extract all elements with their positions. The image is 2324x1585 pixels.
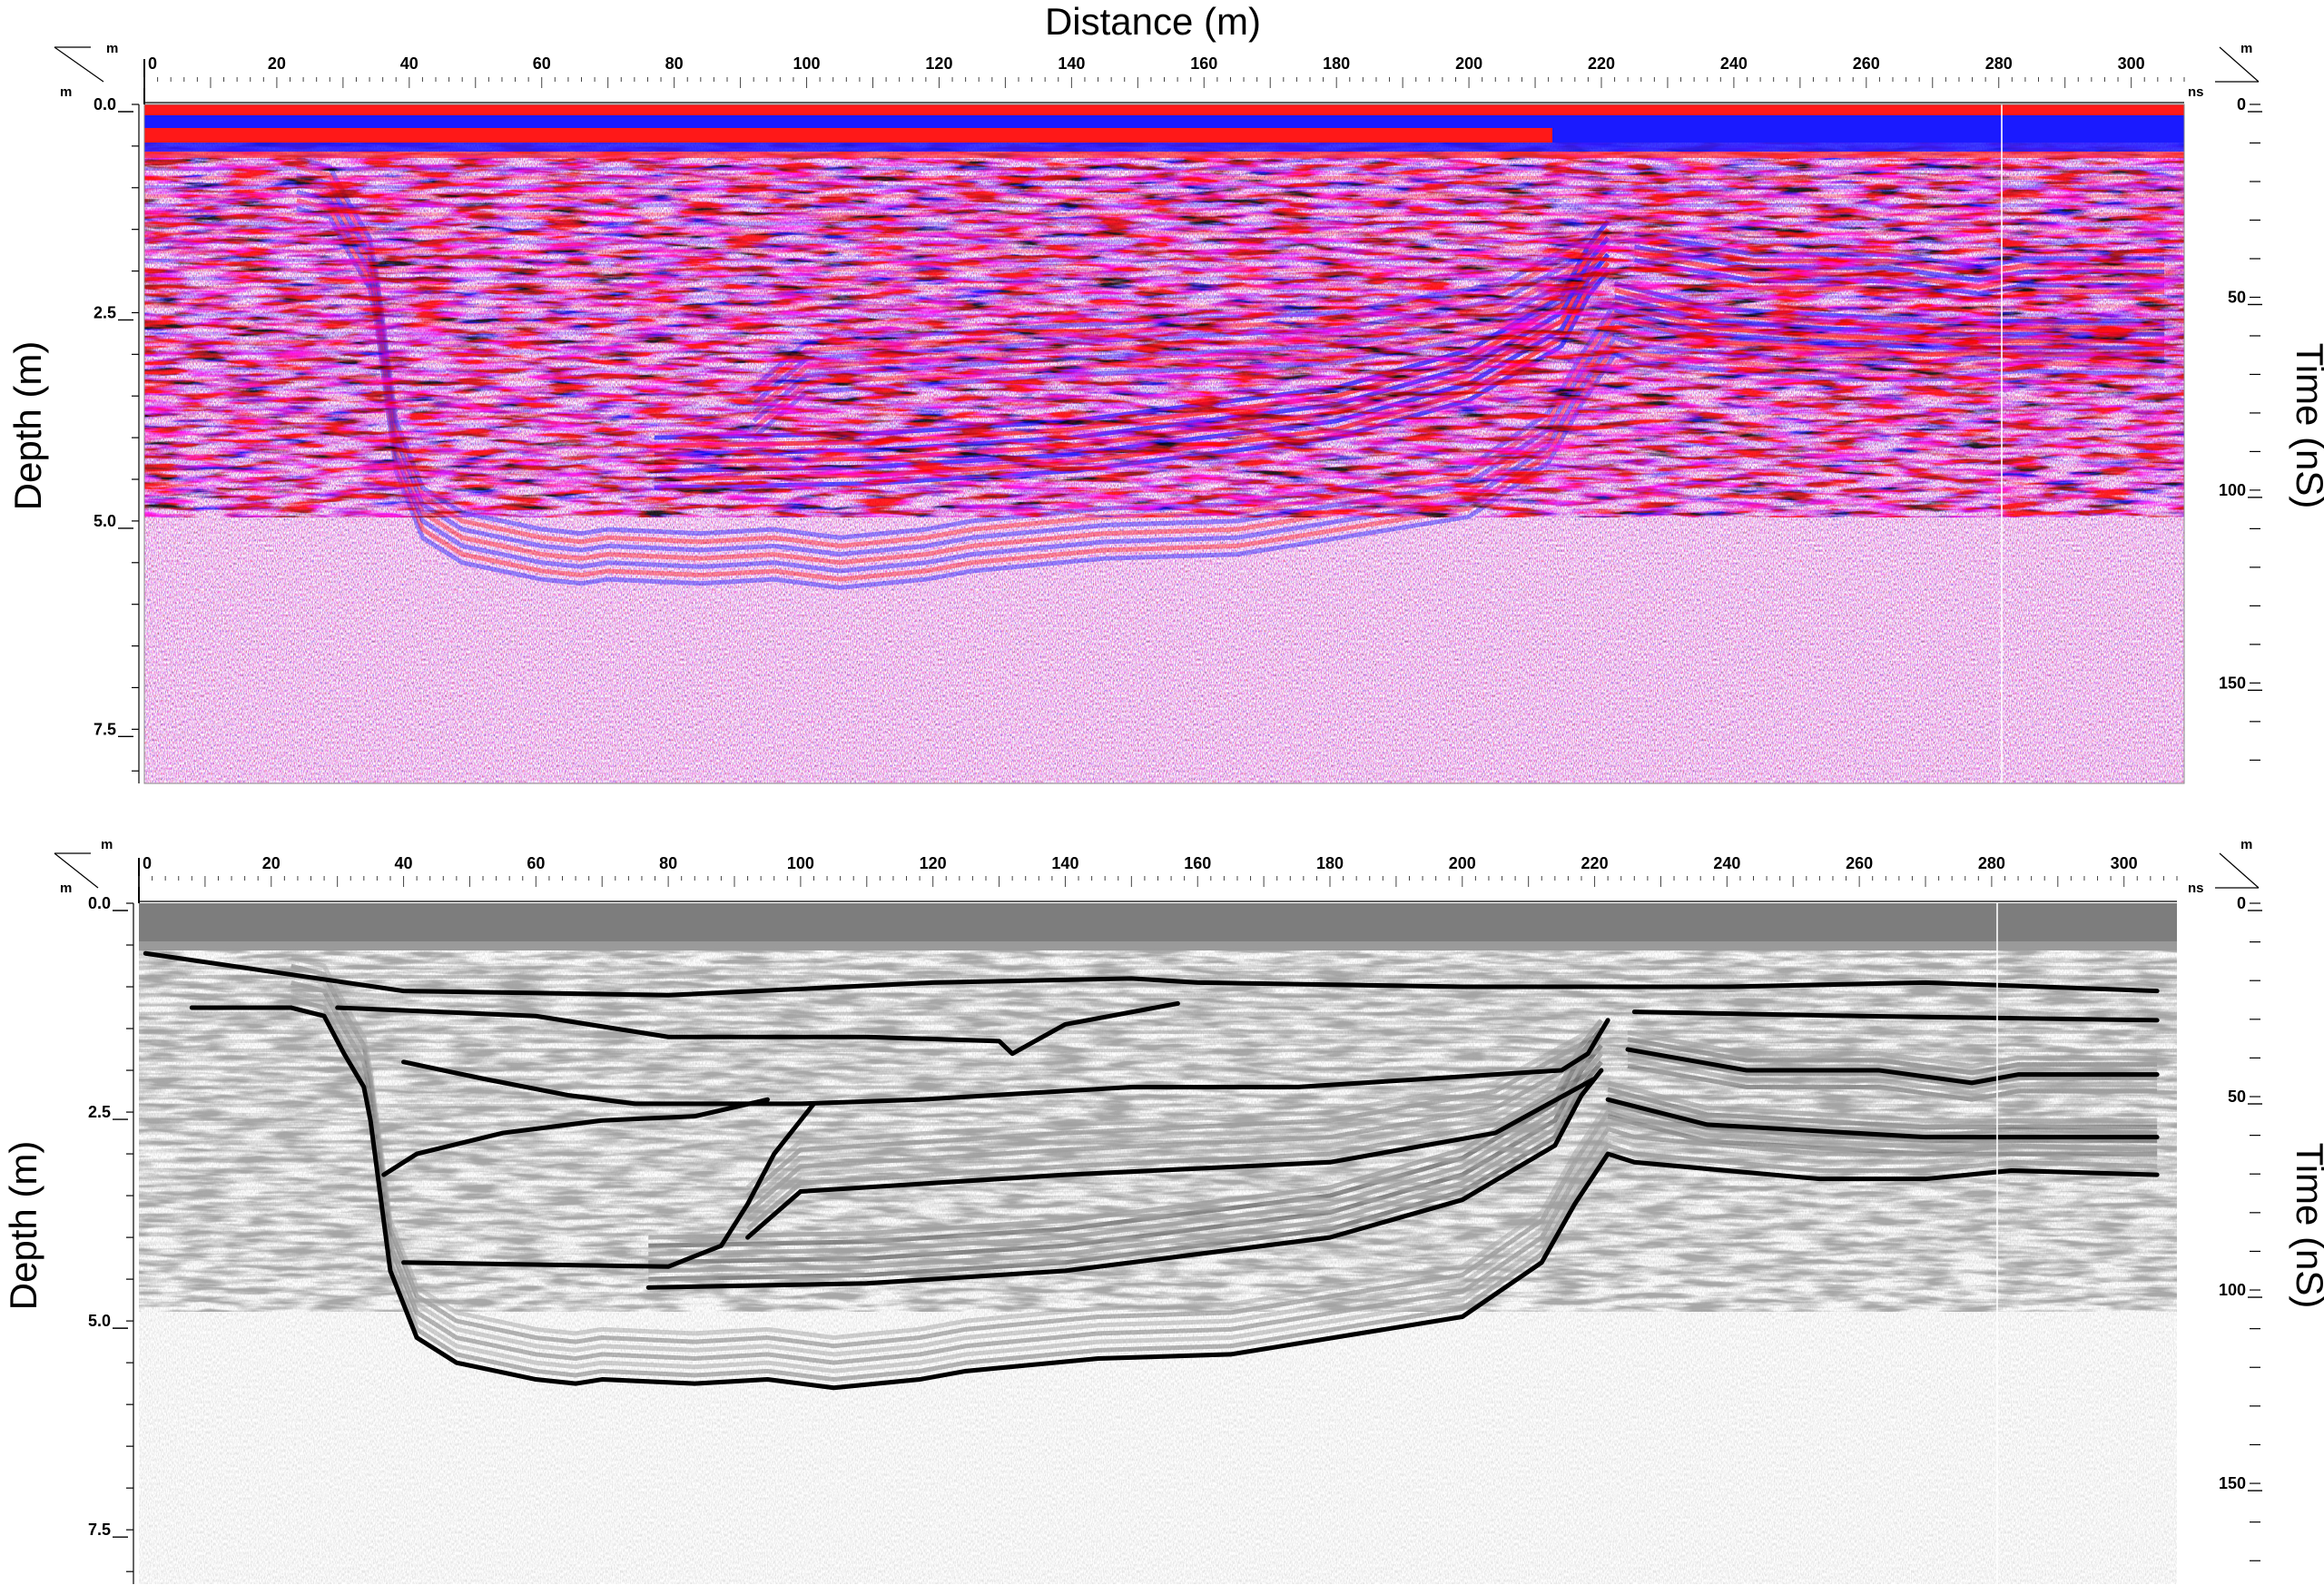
bottom-distance-tick-label: 20 — [262, 854, 281, 872]
bottom-distance-tick-label: 100 — [787, 854, 814, 872]
bottom-distance-tick-label: 160 — [1184, 854, 1211, 872]
interpretation-line — [143, 950, 2160, 998]
top-distance-tick-label: 120 — [925, 54, 952, 73]
bottom-distance-tick-label: 140 — [1051, 854, 1078, 872]
top-distance-tick-label: 80 — [665, 54, 684, 73]
bottom-distance-tick-label: 60 — [527, 854, 545, 872]
interpretation-line — [645, 1068, 1604, 1290]
bottom-distance-tick-label: 280 — [1978, 854, 2005, 872]
bottom-time-tick-label: 100 — [2219, 1281, 2246, 1299]
bottom-depth-tick-label: 5.0 — [88, 1312, 111, 1330]
top-depth-tick-label: 2.5 — [94, 303, 116, 321]
top-distance-tick-label: 0 — [148, 54, 157, 73]
top-radargram — [144, 104, 2184, 783]
interpretation-lines — [143, 950, 2160, 1391]
interpretation-line — [1605, 1097, 2160, 1140]
bottom-depth-axis-label: Depth (m) — [2, 1141, 44, 1311]
bottom-distance-tick-label: 200 — [1449, 854, 1476, 872]
top-distance-tick-label: 240 — [1720, 54, 1748, 73]
interpretation-line — [1625, 1047, 2160, 1086]
top-depth-unit: m — [60, 84, 72, 100]
bottom-depth-unit: m — [60, 881, 72, 896]
top-panel — [143, 103, 2185, 784]
interpretation-line — [289, 1005, 2160, 1391]
bottom-distance-tick-label: 0 — [143, 854, 152, 872]
bottom-distance-tick-label: 120 — [920, 854, 947, 872]
bottom-distance-tick-label: 40 — [395, 854, 413, 872]
top-distance-tick-label: 280 — [1985, 54, 2013, 73]
top-depth-tick-label: 5.0 — [94, 512, 116, 530]
top-time-tick-label: 100 — [2219, 481, 2246, 499]
top-distance-tick-label: 40 — [400, 54, 419, 73]
top-axes: 0 20 40 60 80 100 120 140 160 180 200 220 240 260 280 3… — [6, 41, 2324, 783]
top-distance-tick-label: 100 — [793, 54, 821, 73]
top-corner-left — [54, 46, 104, 83]
top-depth-axis-label: Depth (m) — [6, 341, 49, 511]
top-distance-tick-label: 160 — [1190, 54, 1217, 73]
bottom-depth-tick-label: 7.5 — [88, 1521, 111, 1539]
bottom-corner-right — [2219, 852, 2260, 889]
top-distance-unit: m — [106, 41, 118, 56]
interpretation-line — [381, 1097, 770, 1177]
interpretation-line — [401, 1101, 816, 1269]
bottom-depth-tick-label: 0.0 — [88, 894, 111, 912]
top-time-axis-label: Time (nS) — [2289, 343, 2324, 509]
interpretation-line — [335, 1000, 1180, 1057]
axes: 0 20 40 60 80 100 120 140 160 180 200 220 240 260 280 3… — [2, 41, 2324, 1584]
top-time-tick-label: 50 — [2228, 288, 2246, 306]
interpretation-line — [401, 1018, 1610, 1107]
interpretation-line — [1631, 1009, 2160, 1023]
top-time-tick-label: 0 — [2237, 95, 2246, 113]
top-distance-tick-label: 60 — [533, 54, 551, 73]
top-time-top-unit: m — [2240, 41, 2252, 56]
bottom-depth-tick-label: 2.5 — [88, 1103, 111, 1121]
top-time-unit: ns — [2188, 84, 2204, 100]
bottom-distance-unit: m — [101, 837, 113, 852]
top-corner-right — [2219, 46, 2260, 83]
top-depth-tick-label: 0.0 — [94, 95, 116, 113]
bottom-time-tick-label: 0 — [2237, 894, 2246, 912]
top-distance-tick-label: 200 — [1455, 54, 1482, 73]
top-distance-tick-label: 220 — [1588, 54, 1615, 73]
top-distance-tick-label: 300 — [2118, 54, 2145, 73]
figure-title: Distance (m) — [1045, 0, 1261, 43]
bottom-radargram — [139, 903, 2177, 1584]
interpretation-line — [745, 1076, 1598, 1240]
bottom-distance-tick-label: 180 — [1316, 854, 1344, 872]
bottom-time-top-unit: m — [2240, 837, 2252, 852]
bottom-panel — [139, 903, 2177, 1584]
bottom-axes: 0 20 40 60 80 100 120 140 160 180 200 220 240 260 280 3… — [2, 837, 2324, 1584]
bottom-distance-tick-label: 260 — [1846, 854, 1873, 872]
top-distance-tick-label: 260 — [1853, 54, 1880, 73]
bottom-distance-tick-label: 220 — [1581, 854, 1609, 872]
top-depth-tick-label: 7.5 — [94, 720, 116, 738]
bottom-corner-left — [54, 852, 99, 889]
top-time-tick-label: 150 — [2219, 674, 2246, 692]
top-distance-tick-label: 20 — [268, 54, 286, 73]
top-distance-tick-label: 180 — [1323, 54, 1350, 73]
bottom-time-tick-label: 50 — [2228, 1088, 2246, 1106]
bottom-time-axis-label: Time (nS) — [2289, 1143, 2324, 1309]
bottom-time-tick-label: 150 — [2219, 1474, 2246, 1492]
bottom-time-unit: ns — [2188, 881, 2204, 896]
bottom-distance-tick-label: 80 — [659, 854, 677, 872]
top-distance-tick-label: 140 — [1058, 54, 1085, 73]
bottom-distance-tick-label: 240 — [1713, 854, 1740, 872]
bottom-distance-tick-label: 300 — [2111, 854, 2138, 872]
